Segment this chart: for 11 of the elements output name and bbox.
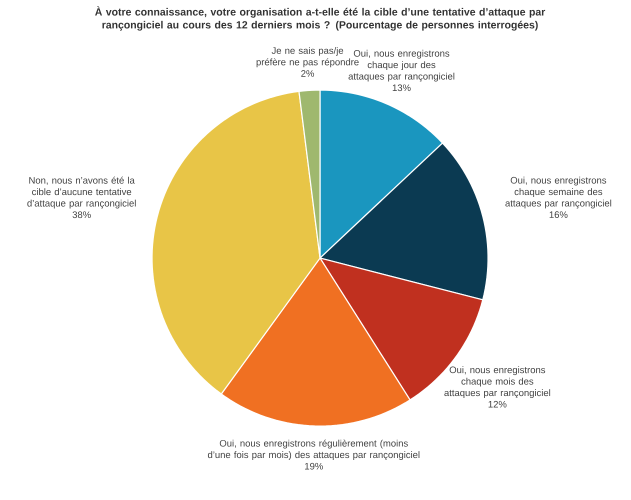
data-label: 12% [488, 400, 506, 408]
data-label: 38% [72, 211, 91, 218]
data-label: 13% [392, 84, 411, 92]
slice-label: Non, nous n’avons été la cible d’aucune tentative d’attaque par rançongiciel [27, 176, 136, 209]
data-label: 16% [550, 211, 568, 218]
slice-label: Oui, nous enregistrons régulièrement (moins d’une fois par mois) des attaques par rançongiciel [208, 440, 420, 460]
data-label: 19% [305, 462, 323, 470]
data-label: 2% [301, 70, 314, 77]
chart-title: À votre connaissance, votre organisation a-t-elle été la cible d’une tentative d’attaque par rançongiciel au cours des 12 derniers mois ? (Pourcentage de personnes interrogées) [95, 6, 546, 31]
slice-label: Oui, nous enregistrons chaque mois des attaques par rançongiciel [444, 366, 550, 398]
slice-label: Oui, nous enregistrons chaque semaine des attaques par rançongiciel [505, 176, 612, 208]
